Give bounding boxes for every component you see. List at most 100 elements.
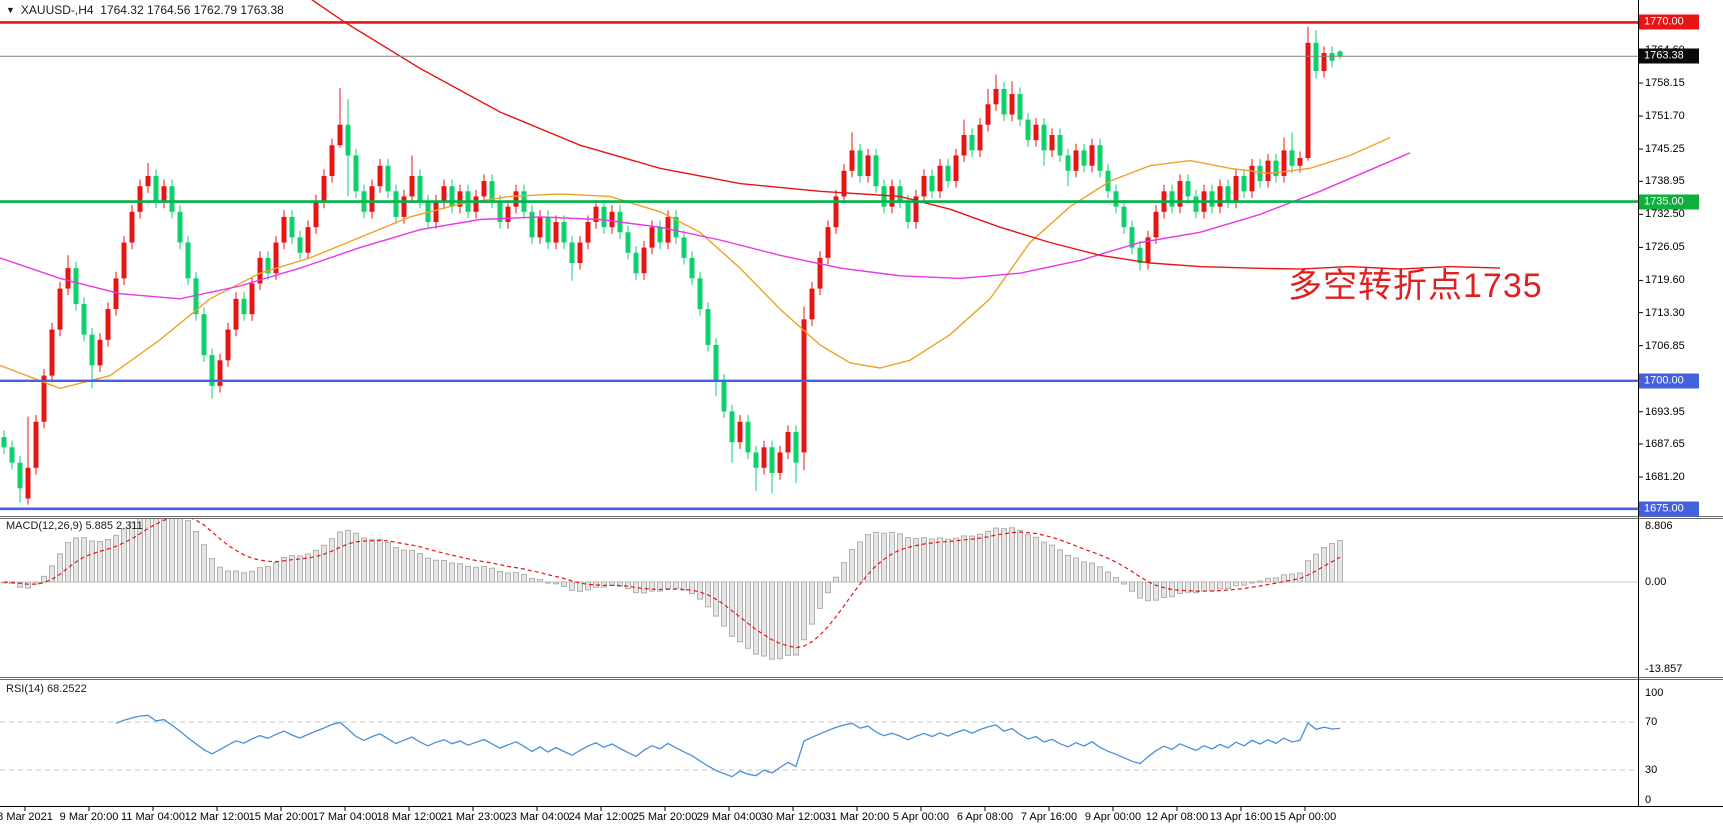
candle-body	[121, 242, 127, 279]
macd-bar	[697, 581, 703, 600]
candle-body	[161, 186, 167, 202]
candle-body	[761, 447, 767, 468]
candle-body	[1033, 124, 1039, 141]
time-axis-label: 24 Mar 12:00	[568, 811, 634, 823]
macd-bar	[457, 563, 463, 583]
candle-body	[241, 298, 247, 315]
candle-body	[129, 211, 135, 243]
macd-bar	[73, 537, 79, 583]
macd-bar	[689, 581, 695, 595]
candle-body	[1273, 160, 1279, 176]
macd-bar	[929, 538, 935, 583]
macd-bar	[281, 556, 287, 583]
macd-bar	[1185, 581, 1191, 593]
candle-body	[961, 134, 967, 156]
candle-body	[1337, 51, 1343, 57]
ma-fast-orange	[0, 136, 1391, 390]
macd-bar	[313, 549, 319, 583]
macd-bar	[297, 555, 303, 583]
macd-bar	[1337, 539, 1343, 583]
candle-body	[1113, 191, 1119, 207]
candle-body	[377, 165, 383, 187]
macd-bar	[529, 577, 535, 583]
macd-bar	[401, 549, 407, 583]
candle-body	[1185, 181, 1191, 197]
candle-body	[537, 216, 543, 238]
candle-body	[833, 196, 839, 228]
candle-body	[193, 278, 199, 315]
candle-body	[257, 257, 263, 284]
macd-bar	[321, 544, 327, 583]
macd-axis-label: 8.806	[1645, 520, 1673, 532]
macd-bar	[1241, 581, 1247, 586]
time-axis-label: 25 Mar 20:00	[632, 811, 698, 823]
time-axis-label: 31 Mar 20:00	[824, 811, 890, 823]
candle-body	[697, 278, 703, 310]
macd-bar	[161, 519, 167, 583]
time-axis-label: 13 Apr 16:00	[1209, 811, 1273, 823]
candle-body	[737, 421, 743, 443]
candle-body	[1321, 53, 1327, 71]
macd-bar	[1209, 581, 1215, 592]
macd-bar	[737, 581, 743, 643]
candle-body	[1129, 227, 1135, 248]
price-badge-1763.38: 1763.38	[1639, 48, 1699, 64]
macd-bar	[961, 535, 967, 583]
macd-bar	[681, 581, 687, 591]
time-axis-label: 12 Mar 12:00	[184, 811, 250, 823]
macd-bar	[1201, 581, 1207, 592]
macd-bar	[361, 537, 367, 583]
candle-body	[953, 155, 959, 182]
macd-bar	[201, 544, 207, 583]
candle-body	[705, 309, 711, 345]
candle-body	[473, 196, 479, 212]
macd-bar	[553, 581, 559, 585]
macd-bar	[1145, 581, 1151, 602]
candle-body	[665, 216, 671, 243]
price-badge-1700.00: 1700.00	[1639, 373, 1699, 389]
price-axis-label: 1745.25	[1645, 143, 1685, 155]
candle-body	[25, 467, 31, 499]
macd-bar	[433, 559, 439, 583]
candle-body	[993, 88, 999, 105]
candle-body	[185, 242, 191, 279]
macd-bar	[449, 562, 455, 583]
macd-bar	[305, 553, 311, 583]
macd-bar	[1257, 580, 1263, 583]
macd-bar	[785, 581, 791, 656]
candle-body	[513, 191, 519, 207]
candle-body	[97, 339, 103, 366]
macd-bar	[513, 572, 519, 583]
candle-body	[417, 175, 423, 202]
macd-bar	[993, 527, 999, 583]
macd-bar	[937, 537, 943, 583]
candle-body	[233, 298, 239, 330]
candle-body	[225, 329, 231, 361]
macd-bar	[1329, 543, 1335, 583]
macd-bar	[137, 519, 143, 583]
macd-bar	[217, 566, 223, 583]
candle-body	[721, 380, 727, 412]
candle-body	[681, 237, 687, 258]
macd-bar	[65, 542, 71, 583]
candle-body	[545, 216, 551, 243]
price-axis-label: 1687.65	[1645, 438, 1685, 450]
candle-body	[777, 452, 783, 473]
macd-bar	[1161, 581, 1167, 599]
macd-bar	[145, 519, 151, 583]
candle-body	[929, 175, 935, 192]
macd-histogram	[1, 519, 1343, 660]
macd-bar	[49, 565, 55, 583]
candle-body	[673, 216, 679, 238]
macd-bar	[841, 562, 847, 583]
candle-body	[841, 170, 847, 197]
macd-bar	[905, 537, 911, 583]
candle-body	[1001, 88, 1007, 115]
ma-slow-red-shifted	[311, 0, 1501, 270]
time-axis-label: 5 Apr 00:00	[892, 811, 950, 823]
symbol-dropdown-icon[interactable]: ▼	[6, 5, 15, 15]
candle-body	[921, 175, 927, 197]
candle-body	[745, 421, 751, 453]
